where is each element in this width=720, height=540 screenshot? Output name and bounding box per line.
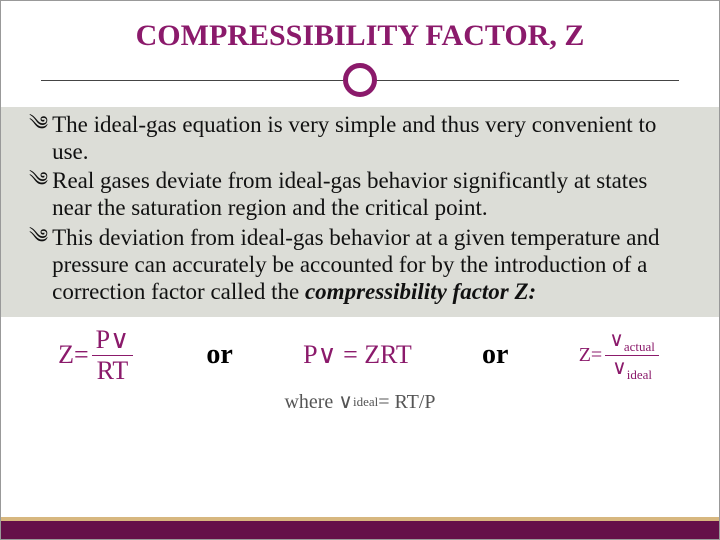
bullet-item: ༄ This deviation from ideal-gas behavior… <box>29 224 691 305</box>
eq-text: P∨ = ZRT <box>303 342 412 368</box>
slide: COMPRESSIBILITY FACTOR, Z ༄ The ideal-ga… <box>0 0 720 540</box>
fraction: ∨actual ∨ideal <box>605 330 659 381</box>
equation-z-vactual-videal: Z = ∨actual ∨ideal <box>573 328 668 383</box>
bullet-text: Real gases deviate from ideal-gas behavi… <box>52 167 691 221</box>
eq-lhs: Z <box>58 342 74 368</box>
denominator: ∨ideal <box>608 356 656 381</box>
den-pre: ∨ <box>612 357 627 379</box>
bullet-icon: ༄ <box>29 111 48 165</box>
bullet-text-emph: compressibility factor Z: <box>305 279 536 304</box>
content-area: ༄ The ideal-gas equation is very simple … <box>1 107 719 317</box>
divider <box>41 61 679 99</box>
where-pre: where ∨ <box>284 392 353 412</box>
bullet-text: This deviation from ideal-gas behavior a… <box>52 224 691 305</box>
footer-bar <box>1 521 719 539</box>
or-label: or <box>206 339 232 371</box>
header: COMPRESSIBILITY FACTOR, Z <box>1 1 719 107</box>
equation-where: where ∨ideal = RT/P <box>278 390 441 414</box>
bullet-item: ༄ The ideal-gas equation is very simple … <box>29 111 691 165</box>
eq-equals: = <box>591 345 602 365</box>
equation-pv-zrt: P∨ = ZRT <box>297 340 418 370</box>
denominator: RT <box>93 356 133 384</box>
num-pre: ∨ <box>609 329 624 351</box>
fraction: P∨ RT <box>92 327 134 384</box>
numerator: P∨ <box>92 327 134 356</box>
bullet-item: ༄ Real gases deviate from ideal-gas beha… <box>29 167 691 221</box>
equation-z-pv-rt: Z = P∨ RT <box>52 325 142 386</box>
slide-title: COMPRESSIBILITY FACTOR, Z <box>41 19 679 53</box>
where-post: = RT/P <box>378 392 435 412</box>
bullet-icon: ༄ <box>29 167 48 221</box>
eq-lhs: Z <box>579 345 591 365</box>
circle-accent-icon <box>343 63 377 97</box>
equation-row: Z = P∨ RT or P∨ = ZRT or Z = ∨actual ∨id… <box>1 317 719 388</box>
or-label: or <box>482 339 508 371</box>
where-row: where ∨ideal = RT/P <box>1 388 719 418</box>
bullet-icon: ༄ <box>29 224 48 305</box>
eq-equals: = <box>74 342 89 368</box>
den-sub: ideal <box>627 367 652 382</box>
bullet-text: The ideal-gas equation is very simple an… <box>52 111 691 165</box>
where-sub: ideal <box>353 395 378 408</box>
num-sub: actual <box>624 339 655 354</box>
numerator: ∨actual <box>605 330 659 356</box>
